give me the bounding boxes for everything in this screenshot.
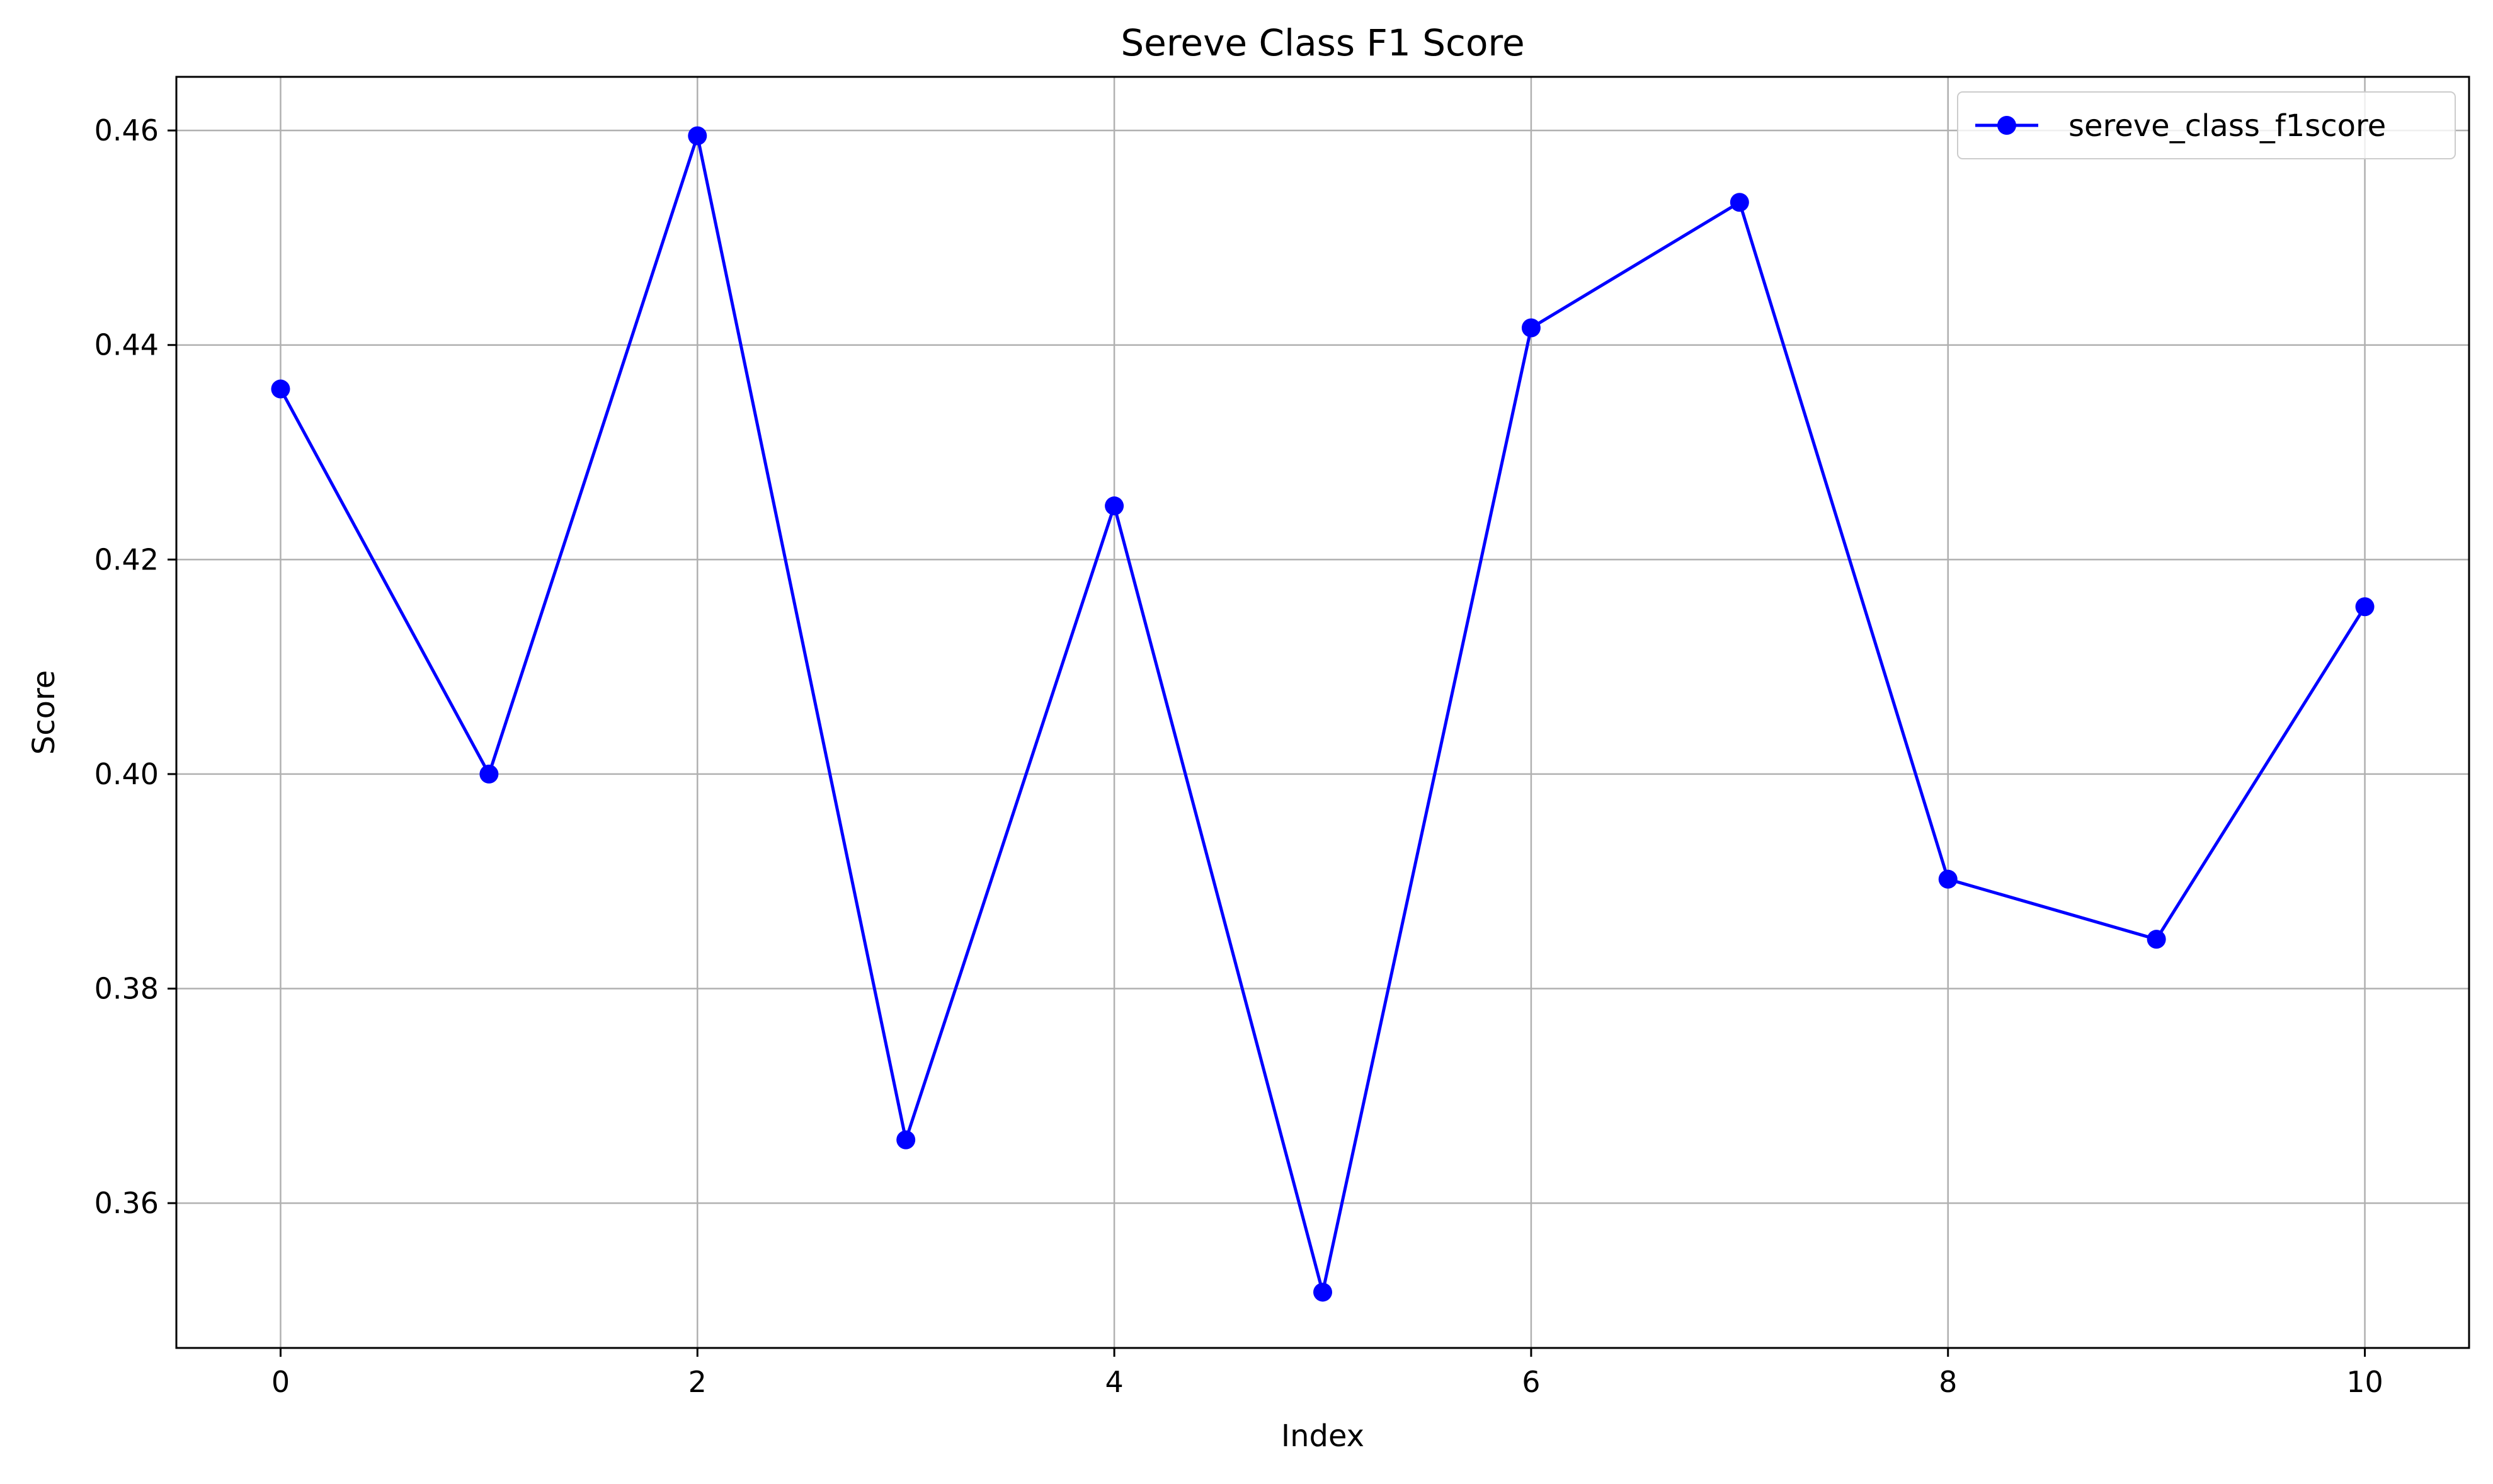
- x-tick-label: 10: [2346, 1365, 2383, 1399]
- y-tick-label: 0.40: [94, 757, 159, 791]
- x-tick-label: 2: [688, 1365, 707, 1399]
- legend-box: [1957, 91, 2456, 159]
- legend: sereve_class_f1score: [1957, 91, 2456, 159]
- x-axis-label: Index: [1281, 1418, 1364, 1454]
- plot-frame: [175, 76, 2470, 1349]
- data-point: [271, 379, 290, 399]
- x-tick-label: 8: [1939, 1365, 1957, 1399]
- data-point: [896, 1130, 916, 1150]
- data-point: [1730, 193, 1749, 212]
- y-tick-label: 0.38: [94, 972, 159, 1006]
- legend-marker-swatch: [1997, 116, 2016, 135]
- data-point: [1105, 496, 1124, 516]
- ticks: 0 2 4 6 8 10 0.36 0.38 0.40 0.42 0.44 0.46: [94, 113, 2383, 1399]
- y-tick-label: 0.46: [94, 113, 159, 147]
- data-point: [479, 764, 499, 784]
- x-tick-label: 4: [1105, 1365, 1123, 1399]
- data-point: [2147, 930, 2166, 949]
- data-point: [688, 126, 707, 146]
- grid: [176, 77, 2469, 1348]
- legend-label: sereve_class_f1score: [2068, 108, 2386, 144]
- data-point: [2355, 597, 2375, 617]
- data-point: [1521, 318, 1541, 338]
- x-tick-label: 0: [271, 1365, 290, 1399]
- series-layer: [271, 126, 2375, 1302]
- x-tick-label: 6: [1522, 1365, 1540, 1399]
- y-axis-label: Score: [26, 670, 62, 755]
- y-tick-label: 0.36: [94, 1186, 159, 1220]
- y-tick-label: 0.44: [94, 328, 159, 362]
- data-point: [1938, 869, 1958, 889]
- chart-title: Sereve Class F1 Score: [1121, 21, 1524, 64]
- y-tick-label: 0.42: [94, 542, 159, 576]
- data-point: [1313, 1282, 1332, 1302]
